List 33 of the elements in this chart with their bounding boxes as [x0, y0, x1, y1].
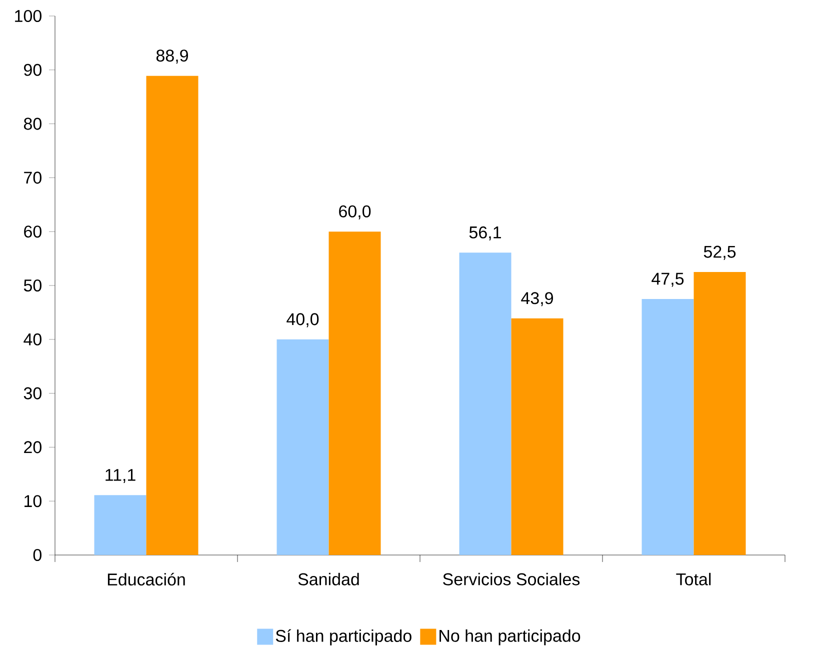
x-tick-label: Sanidad [298, 572, 359, 586]
data-label: 11,1 [106, 469, 136, 483]
bar [328, 232, 381, 555]
bar [511, 318, 564, 555]
legend-label: Sí han participado [276, 629, 412, 646]
data-label: 40,0 [286, 313, 319, 328]
legend-label: No han participado [440, 629, 580, 646]
bar [459, 252, 512, 555]
y-tick-label: 10 [24, 495, 42, 508]
y-tick-label: 60 [24, 226, 42, 238]
y-tick-label: 80 [24, 118, 42, 130]
bar [694, 272, 746, 555]
data-label: 52,5 [704, 246, 736, 260]
x-tick-label: Educación [108, 572, 185, 586]
x-tick-label: Servicios Sociales [443, 572, 580, 586]
y-tick-label: 50 [24, 279, 42, 292]
y-tick-label: 20 [24, 441, 42, 454]
y-tick-label: 70 [24, 172, 42, 184]
data-label: 43,9 [521, 292, 553, 306]
data-label: 60,0 [339, 205, 371, 220]
x-tick-label: Total [676, 572, 711, 586]
bar [146, 76, 198, 555]
data-label: 56,1 [469, 226, 501, 240]
data-label: 88,9 [156, 50, 188, 64]
y-tick-label: 0 [33, 548, 42, 562]
y-tick-label: 90 [24, 64, 42, 76]
y-tick-label: 100 [15, 10, 42, 22]
bar [642, 298, 694, 555]
y-tick-label: 40 [24, 333, 42, 346]
y-tick-label: 30 [24, 387, 42, 400]
bar [94, 495, 146, 555]
bar [276, 339, 329, 555]
data-label: 47,5 [652, 272, 684, 287]
